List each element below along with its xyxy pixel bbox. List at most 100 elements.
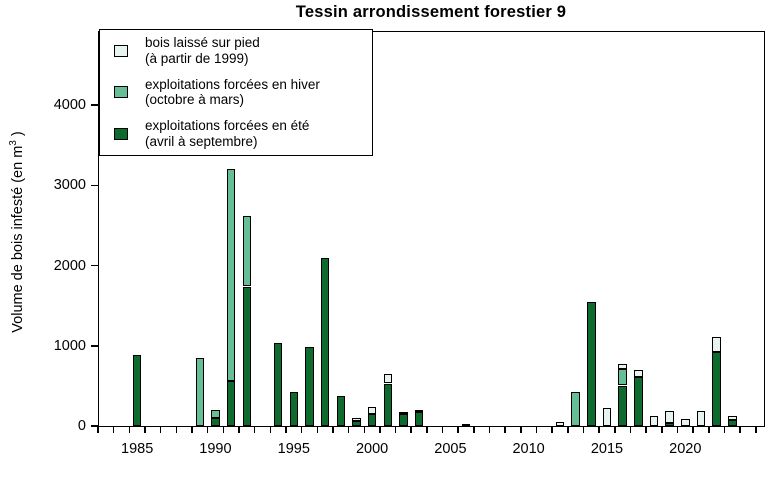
x-axis-tick — [97, 426, 99, 433]
x-axis-tick — [692, 426, 694, 433]
bar-1999-laisse — [352, 417, 361, 421]
x-axis-tick — [128, 426, 131, 433]
bar-2019-ete — [665, 422, 674, 426]
legend-label-line2: (à partir de 1999) — [145, 50, 249, 66]
bar-1990-hiver — [211, 410, 220, 418]
x-axis-tick — [739, 426, 741, 433]
x-axis-label-2010: 2010 — [512, 441, 545, 457]
legend-label-line2: (octobre à mars) — [145, 92, 245, 107]
x-axis-tick — [347, 426, 350, 433]
bar-1989-hiver — [195, 357, 204, 426]
legend-label-line1: exploitations forcées en été — [145, 118, 310, 133]
bar-1985-ete — [132, 355, 142, 426]
x-axis-tick — [332, 426, 334, 433]
bar-2023-ete — [728, 419, 737, 426]
x-axis-tick — [253, 426, 256, 433]
x-axis-tick — [300, 426, 303, 433]
bar-2017-ete — [634, 376, 643, 426]
x-axis-tick — [504, 426, 506, 433]
bar-2019-laisse — [665, 410, 674, 423]
x-axis-tick — [206, 426, 209, 433]
x-axis-label-1990: 1990 — [199, 441, 232, 457]
x-axis-tick — [410, 426, 412, 433]
y-axis-label-text: Volume de bois infesté (en m — [9, 145, 26, 333]
bar-2000-laisse — [367, 407, 377, 414]
x-axis-tick — [441, 426, 444, 433]
x-axis-tick — [112, 426, 115, 433]
x-axis-tick — [316, 426, 318, 433]
bar-2022-laisse — [712, 337, 721, 353]
y-axis-label-exponent: 3 — [8, 140, 20, 146]
legend-swatch-laisse — [114, 44, 128, 57]
x-axis-label-2020: 2020 — [669, 441, 702, 457]
x-axis-tick — [285, 426, 287, 433]
x-axis-tick — [238, 426, 240, 433]
bar-2003-laisse — [414, 409, 424, 412]
x-axis-tick — [191, 426, 193, 433]
x-axis-tick — [175, 426, 178, 433]
bar-1995-ete — [289, 392, 298, 426]
bar-2016-laisse — [618, 364, 627, 369]
bar-2002-laisse — [399, 412, 408, 415]
legend-label-ete: exploitations forcées en été (avril à sep… — [145, 118, 309, 149]
bar-1998-ete — [336, 396, 345, 426]
x-axis-label-1985: 1985 — [121, 441, 154, 457]
legend-item-ete: exploitations forcées en été (avril à sep… — [100, 118, 372, 149]
bar-2018-laisse — [649, 416, 659, 426]
legend-label-hiver: exploitations forcées en hiver (octobre à… — [145, 77, 320, 108]
x-axis-tick — [614, 426, 616, 433]
bar-2021-laisse — [696, 411, 706, 426]
x-axis-tick — [598, 426, 600, 433]
bar-2012-laisse — [555, 422, 565, 426]
legend-swatch-hiver — [114, 86, 128, 98]
bar-2013-hiver — [571, 391, 580, 426]
legend-label-line1: exploitations forcées en hiver — [145, 76, 320, 92]
x-axis-tick — [661, 426, 663, 433]
bar-1991-hiver — [226, 168, 236, 382]
x-axis-tick — [488, 426, 491, 433]
x-axis-tick — [551, 426, 553, 433]
chart-title: Tessin arrondissement forestier 9 — [295, 3, 567, 21]
x-axis-tick — [394, 426, 397, 433]
bar-1994-ete — [273, 343, 283, 426]
x-axis-tick — [645, 426, 647, 433]
x-axis-tick — [379, 426, 381, 433]
x-axis-tick — [535, 426, 538, 433]
y-axis-label: Volume de bois infesté (en m3 ) — [8, 131, 26, 332]
y-axis-tick — [91, 425, 98, 427]
y-axis-tick — [91, 264, 98, 267]
x-axis-label-2005: 2005 — [434, 441, 467, 457]
x-axis-tick — [582, 426, 585, 433]
bar-2015-laisse — [602, 408, 612, 426]
y-axis-tick-label: 4000 — [53, 97, 86, 114]
x-axis-tick — [144, 426, 146, 433]
bar-1997-ete — [320, 258, 330, 426]
bar-2016-hiver — [618, 368, 627, 386]
x-axis-tick — [676, 426, 679, 433]
x-axis-tick — [222, 426, 224, 433]
bar-2006-ete — [461, 423, 471, 426]
x-axis-label-2015: 2015 — [590, 441, 624, 457]
bar-2001-laisse — [383, 374, 392, 384]
legend-label-line2: (avril à septembre) — [145, 133, 258, 149]
x-axis-tick — [520, 426, 522, 433]
x-axis-tick — [567, 426, 569, 433]
bar-2022-ete — [712, 352, 721, 426]
x-axis-tick — [426, 426, 428, 433]
bar-1991-ete — [226, 381, 236, 426]
bar-2023-laisse — [728, 416, 737, 420]
bar-1992-ete — [242, 286, 251, 426]
x-axis-tick — [755, 426, 757, 433]
bar-2003-ete — [414, 412, 424, 426]
bar-2014-ete — [587, 302, 596, 426]
y-axis-tick — [91, 345, 98, 347]
legend-swatch-ete — [114, 127, 128, 140]
bar-1996-ete — [305, 346, 314, 426]
y-axis-tick-label: 0 — [77, 418, 86, 434]
bar-1999-ete — [352, 420, 361, 426]
bar-2002-ete — [399, 414, 408, 426]
bar-2020-laisse — [681, 418, 690, 426]
x-axis-tick — [159, 426, 162, 433]
bar-2017-laisse — [634, 369, 643, 377]
